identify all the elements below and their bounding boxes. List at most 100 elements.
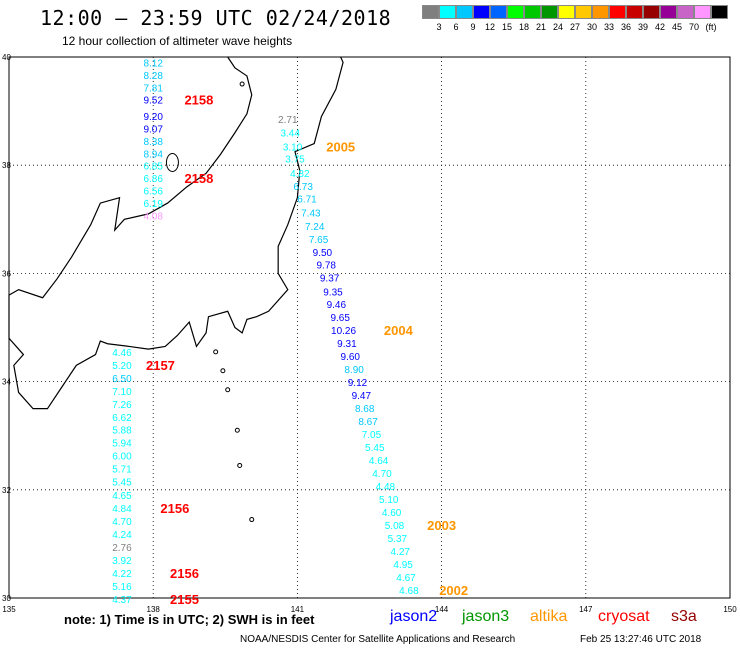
wave-height-value: 5.94 xyxy=(112,439,132,450)
legend-swatch xyxy=(711,5,728,19)
wave-height-value: 6.73 xyxy=(293,182,313,193)
wave-height-value: 9.35 xyxy=(323,287,343,298)
wave-height-value: 4.84 xyxy=(112,504,132,515)
wave-height-value: 7.10 xyxy=(112,387,132,398)
legend-swatch xyxy=(507,5,524,19)
wave-height-value: 9.31 xyxy=(337,339,357,350)
legend-swatch xyxy=(490,5,507,19)
small-island xyxy=(237,462,243,468)
japan-coastline xyxy=(8,56,344,410)
satellite-label-cryosat: cryosat xyxy=(598,608,650,625)
legend-swatch xyxy=(592,5,609,19)
legend-label: 3 xyxy=(436,22,442,32)
wave-height-value: 4.37 xyxy=(112,595,132,606)
wave-height-value: 3.10 xyxy=(283,142,303,153)
satellite-label-s3a: s3a xyxy=(671,608,697,625)
credit-line: NOAA/NESDIS Center for Satellite Applica… xyxy=(240,634,516,645)
legend-label: 42 xyxy=(654,22,665,32)
legend-label: 6 xyxy=(453,22,459,32)
wave-height-value: 6.85 xyxy=(143,162,163,173)
wave-height-value: 5.08 xyxy=(385,521,405,532)
wave-height-value: 4.82 xyxy=(290,169,310,180)
wave-height-value: 7.24 xyxy=(305,222,325,233)
wave-height-value: 5.88 xyxy=(112,426,132,437)
wave-height-value: 8.90 xyxy=(344,365,364,376)
pass-time-label: 2003 xyxy=(427,518,456,533)
legend-swatch xyxy=(456,5,473,19)
legend-label: 27 xyxy=(569,22,580,32)
legend-swatch xyxy=(473,5,490,19)
pass-time-label: 2002 xyxy=(439,583,468,598)
wave-height-value: 9.20 xyxy=(143,112,163,123)
wave-height-value: 6.62 xyxy=(112,413,132,424)
legend-label: 45 xyxy=(671,22,682,32)
legend-label: 21 xyxy=(535,22,546,32)
wave-height-value: 4.67 xyxy=(396,573,416,584)
legend-label: (ft) xyxy=(705,22,717,32)
wave-height-value: 2.76 xyxy=(112,543,132,554)
wave-height-value: 8.67 xyxy=(358,417,378,428)
wave-height-value: 8.28 xyxy=(143,71,163,82)
legend-label: 36 xyxy=(620,22,631,32)
wave-height-value: 6.19 xyxy=(143,199,163,210)
wave-height-value: 7.65 xyxy=(309,235,329,246)
wave-height-value: 6.50 xyxy=(112,374,132,385)
wave-height-value: 8.94 xyxy=(143,149,163,160)
wave-height-value: 4.24 xyxy=(112,530,132,541)
wave-height-value: 4.70 xyxy=(372,469,392,480)
small-island xyxy=(249,517,255,523)
wave-height-value: 9.07 xyxy=(143,124,163,135)
lat-tick-label: 36 xyxy=(2,269,11,278)
wave-height-value: 4.70 xyxy=(112,517,132,528)
pass-time-label: 2157 xyxy=(146,358,175,373)
generated-timestamp: Feb 25 13:27:46 UTC 2018 xyxy=(580,634,702,645)
wave-height-value: 5.10 xyxy=(379,495,399,506)
wave-height-value: 9.60 xyxy=(341,352,361,363)
wave-height-value: 5.71 xyxy=(112,465,132,476)
lat-tick-label: 38 xyxy=(2,161,11,170)
footer-note: note: 1) Time is in UTC; 2) SWH is in fe… xyxy=(64,612,315,627)
page-title: 12:00 – 23:59 UTC 02/24/2018 xyxy=(40,6,392,30)
wave-height-value: 7.05 xyxy=(362,430,382,441)
sado-island xyxy=(165,152,179,172)
pass-time-label: 2158 xyxy=(184,171,213,186)
legend-swatch xyxy=(677,5,694,19)
wave-height-value: 4.60 xyxy=(382,508,402,519)
wave-height-value: 6.00 xyxy=(112,452,132,463)
wave-height-value: 9.52 xyxy=(143,96,163,107)
wave-height-value: 4.22 xyxy=(112,569,132,580)
pass-time-label: 2156 xyxy=(160,501,189,516)
legend-label: 30 xyxy=(586,22,597,32)
lon-tick-label: 150 xyxy=(723,605,737,614)
lon-tick-label: 138 xyxy=(147,605,161,614)
page-subtitle: 12 hour collection of altimeter wave hei… xyxy=(62,34,293,48)
wave-height-value: 4.27 xyxy=(391,547,411,558)
legend-swatch xyxy=(660,5,677,19)
pass-time-label: 2155 xyxy=(170,592,199,607)
wave-height-value: 3.44 xyxy=(280,129,300,140)
lon-tick-label: 147 xyxy=(579,605,593,614)
wave-height-value: 4.65 xyxy=(112,491,132,502)
wave-height-value: 8.12 xyxy=(143,58,163,69)
legend-swatch xyxy=(609,5,626,19)
small-island xyxy=(239,81,245,87)
wave-height-value: 7.81 xyxy=(143,83,163,94)
lat-tick-label: 34 xyxy=(2,378,11,387)
wave-height-value: 5.20 xyxy=(112,361,132,372)
lat-tick-label: 40 xyxy=(2,53,11,62)
legend-label: 24 xyxy=(552,22,563,32)
legend-swatch xyxy=(524,5,541,19)
legend-swatch xyxy=(575,5,592,19)
wave-height-value: 7.26 xyxy=(112,400,132,411)
lat-tick-label: 32 xyxy=(2,486,11,495)
legend-label: 12 xyxy=(484,22,495,32)
legend-label: 15 xyxy=(501,22,512,32)
legend-swatch xyxy=(422,5,439,19)
lon-tick-label: 144 xyxy=(435,605,449,614)
wave-height-value: 5.16 xyxy=(112,582,132,593)
wave-height-value: 9.78 xyxy=(317,261,337,272)
satellite-label-jason2: jason2 xyxy=(390,608,438,625)
lat-tick-label: 30 xyxy=(2,594,11,603)
wave-height-value: 6.86 xyxy=(143,174,163,185)
wave-height-value: 9.37 xyxy=(320,274,340,285)
